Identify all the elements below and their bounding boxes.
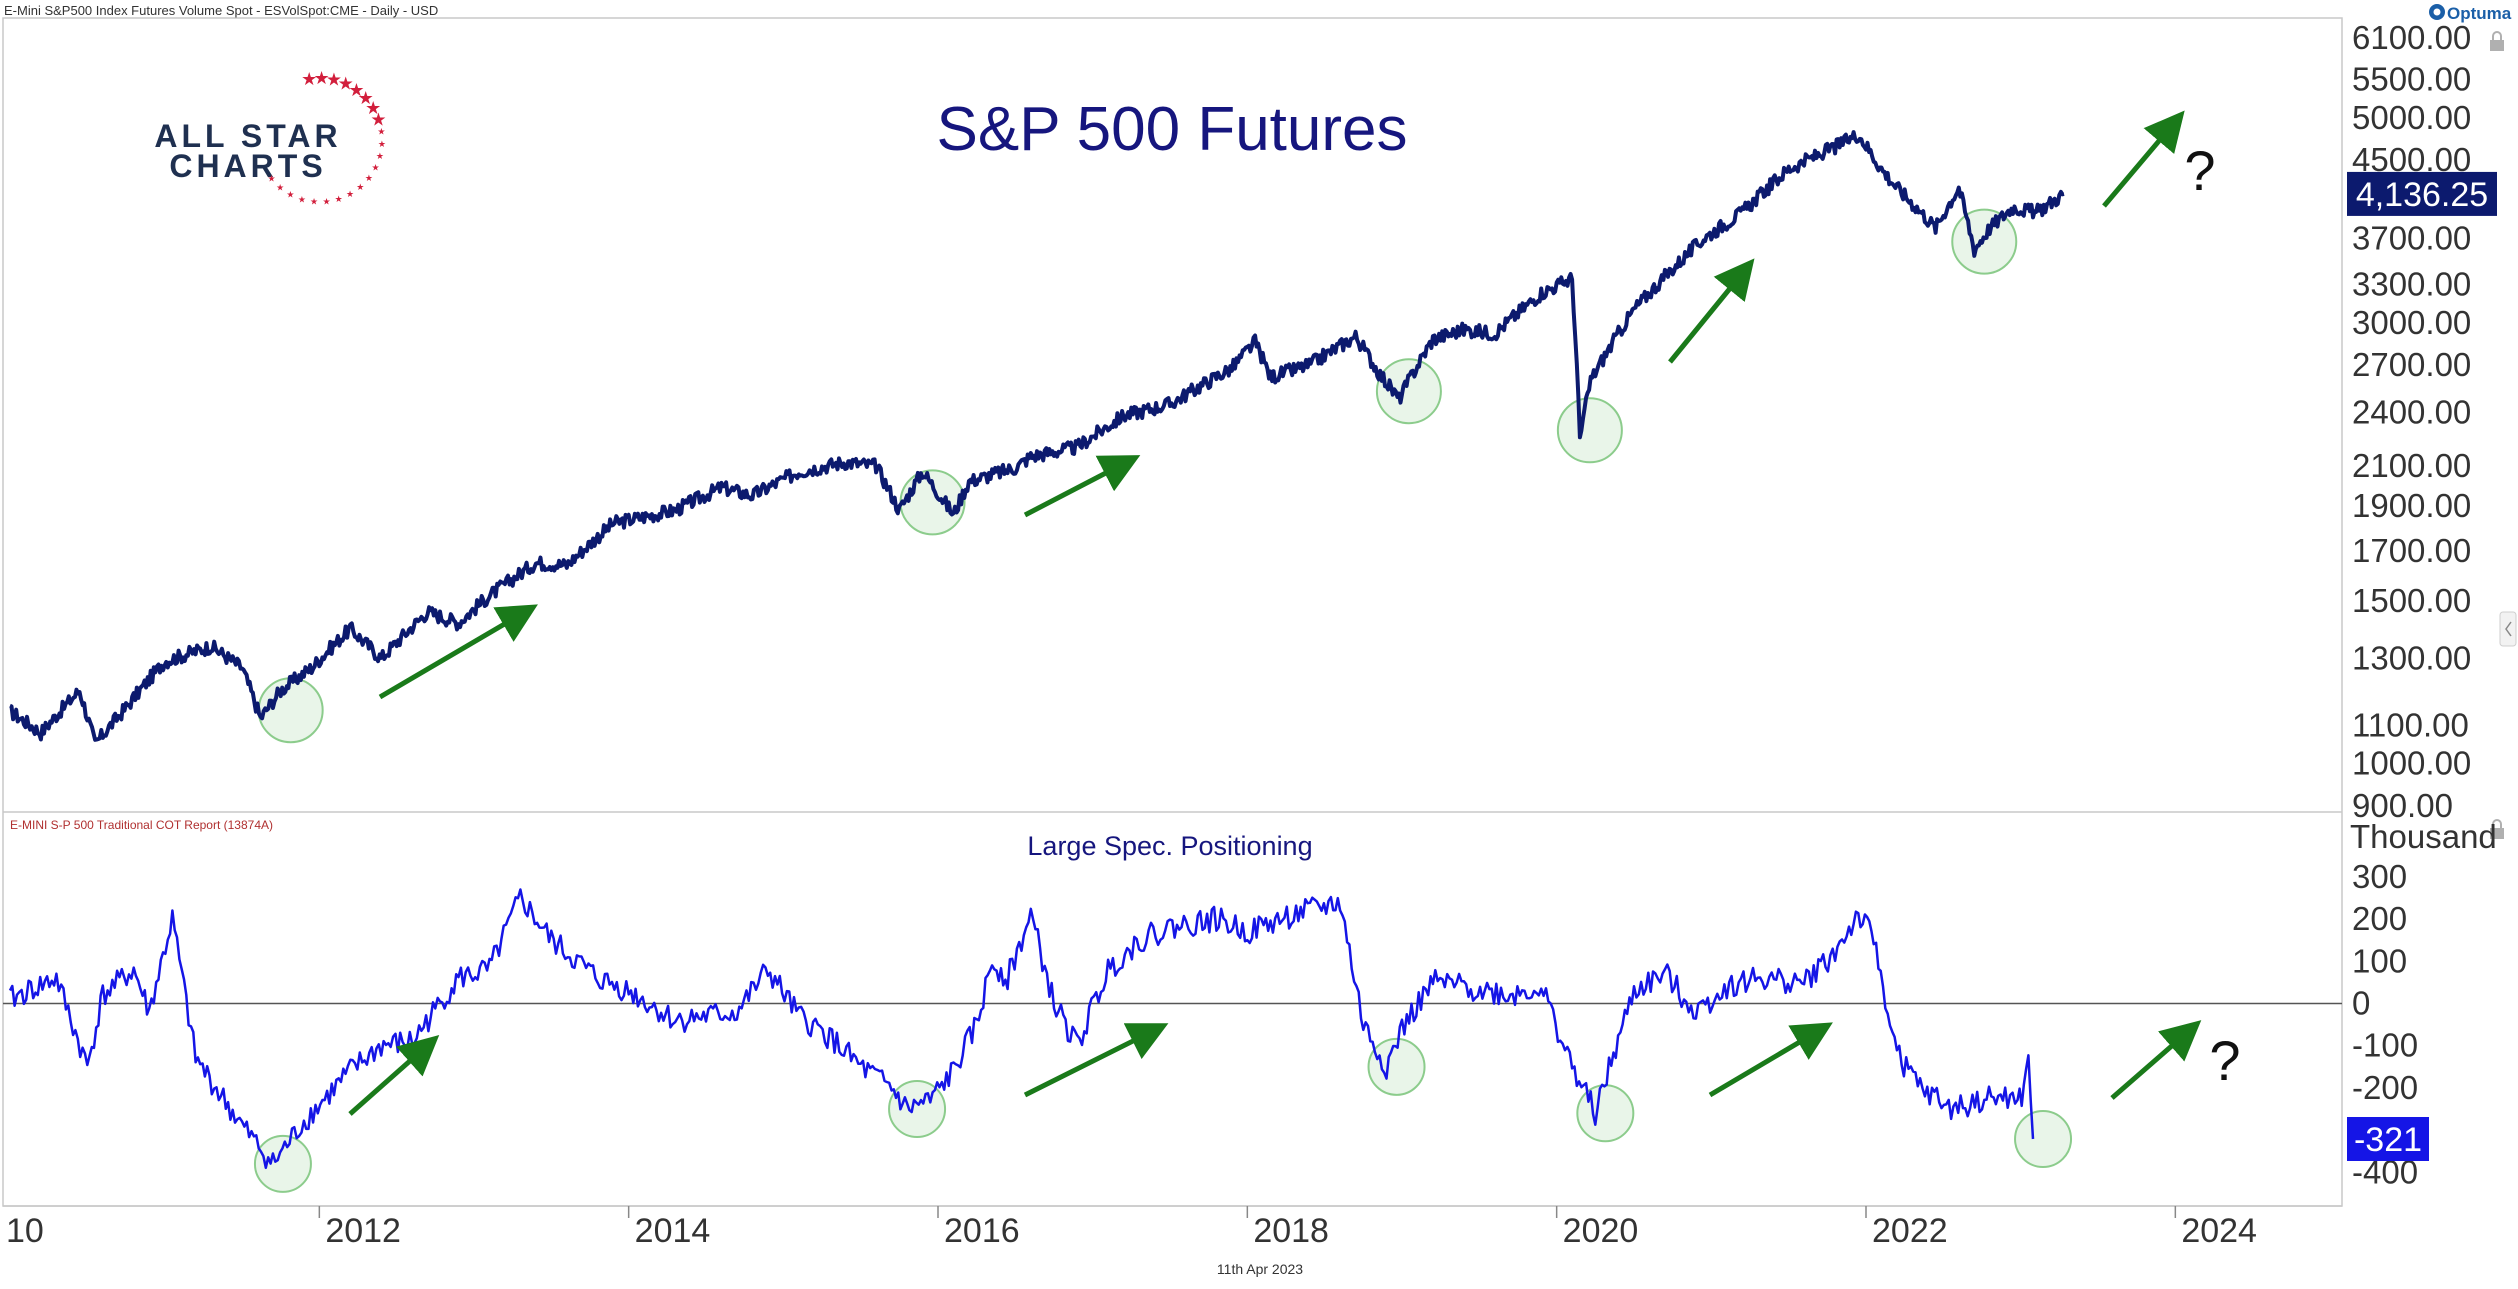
logo-star-18: ★ [298,194,306,204]
positioning-y-tick-4: -100 [2352,1027,2418,1064]
lock-icon-bottom[interactable] [2490,819,2504,839]
chevron-left-icon [2505,621,2512,637]
price-badge-bg [2347,171,2497,216]
positioning-series-line [8,888,2035,1170]
price-y-tick-1: 5500.00 [2352,61,2471,98]
x-axis: 10 2012 2014 2016 2018 2020 2022 2024 [6,1206,2257,1250]
date-label: 11th Apr 2023 [1217,1261,1303,1277]
optuma-icon-inner [2433,8,2441,16]
logo-star-20: ★ [276,182,284,192]
positioning-low-circle-3 [1576,1084,1635,1143]
logo-stars: ★★★★★★★★★★★★★★★★★★★★★★ [267,68,386,207]
all-star-charts-logo: ALL STAR CHARTS ★★★★★★★★★★★★★★★★★★★★★★ [154,68,386,207]
price-y-tick-16: 900.00 [2352,787,2453,824]
x-tick-label-7: 2024 [2181,1212,2257,1250]
price-y-tick-9: 2100.00 [2352,447,2471,484]
price-y-tick-14: 1100.00 [2352,706,2469,743]
x-tick-label-2: 2014 [635,1212,711,1250]
trend-arrow-5 [1023,1023,1169,1098]
price-low-circle-2 [1375,358,1442,425]
x-tick-label-1: 2012 [325,1212,401,1250]
cot-source-label: E-MINI S-P 500 Traditional COT Report (1… [10,818,273,832]
price-series-line [9,130,2065,742]
trend-arrow-1 [1023,455,1141,518]
positioning-chart-title: Large Spec. Positioning [1027,831,1312,861]
logo-star-6: ★ [365,98,381,118]
thousand-unit-label: Thousand [2350,818,2497,855]
trend-arrow-0 [378,604,538,700]
positioning-y-tick-5: -200 [2352,1069,2418,1106]
question-mark-bottom: ? [2209,1029,2240,1092]
lock-icon-top[interactable] [2490,31,2504,51]
trend-arrow-7 [2110,1020,2202,1100]
logo-star-5: ★ [358,88,374,108]
price-last-value: 4,136.25 [2356,176,2488,214]
price-last-value-badge: 4,136.25 [2347,171,2497,216]
price-y-tick-6: 3000.00 [2352,304,2471,341]
price-y-tick-2: 5000.00 [2352,99,2471,136]
positioning-low-circle-1 [888,1080,947,1139]
positioning-y-tick-0: 300 [2352,858,2407,895]
trend-arrow-2 [1668,258,1755,364]
positioning-low-circle-2 [1367,1037,1426,1096]
logo-star-11: ★ [371,163,379,173]
logo-star-19: ★ [286,189,294,199]
logo-star-14: ★ [346,189,354,199]
positioning-y-tick-3: 0 [2352,985,2370,1022]
logo-star-0: ★ [301,69,317,89]
logo-star-9: ★ [378,139,386,149]
logo-star-16: ★ [322,197,330,207]
positioning-low-circle-0 [253,1134,312,1193]
logo-star-2: ★ [326,70,342,90]
x-tick-label-6: 2022 [1872,1212,1948,1250]
positioning-badge-bg [2347,1116,2429,1161]
logo-star-13: ★ [356,182,364,192]
logo-star-10: ★ [376,151,384,161]
trend-arrow-4 [348,1035,440,1116]
x-tick-label-4: 2018 [1253,1212,1329,1250]
trend-arrows [348,110,2202,1116]
trend-arrow-6 [1708,1022,1833,1098]
collapse-handle[interactable] [2499,611,2517,647]
price-y-tick-0: 6100.00 [2352,19,2471,56]
question-mark-top: ? [2184,139,2215,202]
price-chart-title: S&P 500 Futures [936,95,1407,164]
price-y-tick-7: 2700.00 [2352,346,2471,383]
logo-star-8: ★ [377,126,385,136]
price-low-circle-3 [1556,397,1623,464]
price-y-tick-11: 1700.00 [2352,532,2471,569]
logo-star-7: ★ [370,109,386,129]
logo-star-17: ★ [310,197,318,207]
logo-star-15: ★ [335,194,343,204]
x-tick-label-3: 2016 [944,1212,1020,1250]
price-y-tick-4: 3700.00 [2352,220,2471,257]
series-group [8,130,2065,1170]
positioning-low-circle-4 [2014,1109,2073,1168]
positioning-y-tick-1: 200 [2352,900,2407,937]
trend-arrow-3 [2102,110,2185,208]
positioning-y-tick-2: 100 [2352,942,2407,979]
instrument-label: E-Mini S&P500 Index Futures Volume Spot … [4,3,438,18]
optuma-brand: Optuma [2429,4,2512,23]
optuma-label: Optuma [2447,4,2512,23]
price-y-tick-5: 3300.00 [2352,266,2471,303]
positioning-last-value-badge: -321 [2347,1116,2429,1161]
logo-star-4: ★ [348,80,364,100]
price-y-tick-13: 1300.00 [2352,639,2471,676]
logo-line-2: CHARTS [169,148,326,184]
logo-star-12: ★ [365,173,373,183]
logo-star-1: ★ [314,68,330,88]
x-tick-label-5: 2020 [1563,1212,1639,1250]
positioning-last-value: -321 [2354,1121,2422,1159]
logo-star-21: ★ [267,174,275,184]
price-y-tick-15: 1000.00 [2352,745,2471,782]
price-y-tick-8: 2400.00 [2352,393,2471,430]
logo-star-3: ★ [338,74,354,94]
x-tick-label-0: 10 [6,1212,44,1250]
logo-line-1: ALL STAR [154,118,341,154]
price-y-tick-10: 1900.00 [2352,487,2471,524]
price-y-tick-12: 1500.00 [2352,582,2471,619]
